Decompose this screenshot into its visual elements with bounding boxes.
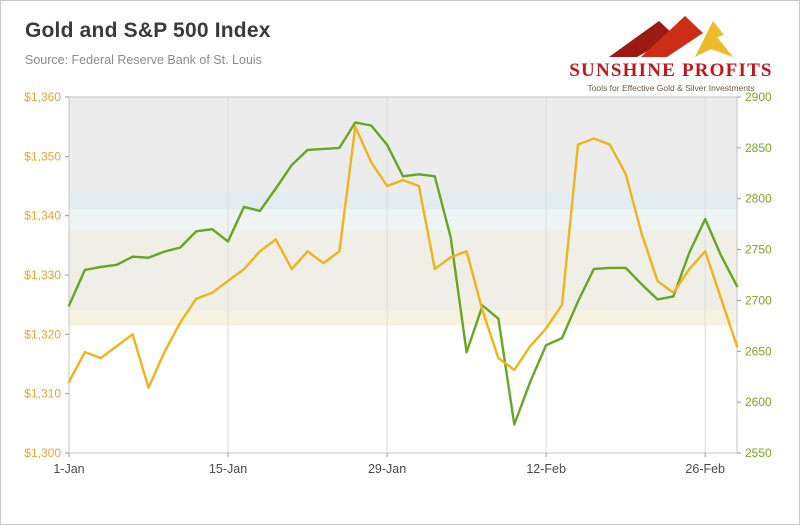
left-axis-tick-label: $1,340 [24,209,61,223]
x-axis-tick-label: 26-Feb [685,462,725,476]
logo-tagline: Tools for Effective Gold & Silver Invest… [587,83,755,93]
left-axis-tick-label: $1,350 [24,149,61,163]
right-axis-tick-label: 2900 [745,91,772,104]
plot-background-band [69,310,737,326]
right-axis-tick-label: 2700 [745,293,772,307]
right-axis-tick-label: 2850 [745,141,772,155]
logo: SUNSHINE PROFITS Tools for Effective Gol… [563,15,783,93]
right-axis-tick-label: 2800 [745,192,772,206]
sunshine-profits-logo-icon [609,16,733,57]
x-axis-tick-label: 12-Feb [526,462,566,476]
logo-arrow-red-shape [641,16,703,57]
x-axis-tick-label: 15-Jan [209,462,247,476]
title-block: Gold and S&P 500 Index Source: Federal R… [25,15,271,67]
right-axis-tick-label: 2550 [745,446,772,460]
logo-bolt-yellow-shape [695,21,733,57]
header: Gold and S&P 500 Index Source: Federal R… [1,1,799,93]
right-axis-tick-label: 2600 [745,395,772,409]
gold-price-line [67,125,739,389]
x-axis-tick-label: 1-Jan [53,462,84,476]
plot-background-band [69,325,737,453]
left-axis-tick-label: $1,320 [24,327,61,341]
plot-background-band [69,230,737,311]
chart-svg: $1,300 $1,310 $1,320 $1,330 $1,340 $1,350 $1,3… [24,90,772,476]
right-axis-tick-label: 2650 [745,344,772,358]
plot-background-band [69,191,737,210]
right-axis-tick-label: 2750 [745,243,772,257]
plot-background-band [69,97,737,192]
left-axis-tick-label: $1,330 [24,268,61,282]
logo-name: SUNSHINE PROFITS [569,60,773,81]
left-axis-tick-label: $1,310 [24,387,61,401]
chart: $1,300 $1,310 $1,320 $1,330 $1,340 $1,350 $1,3… [1,89,799,508]
chart-title: Gold and S&P 500 Index [25,19,271,42]
left-axis-tick-label: $1,360 [24,91,61,104]
chart-source: Source: Federal Reserve Bank of St. Loui… [25,53,262,67]
x-axis-tick-label: 29-Jan [368,462,406,476]
logo-arrow-dark-shape [609,21,675,57]
left-axis-tick-label: $1,300 [24,446,61,460]
sp500-line [67,121,739,426]
